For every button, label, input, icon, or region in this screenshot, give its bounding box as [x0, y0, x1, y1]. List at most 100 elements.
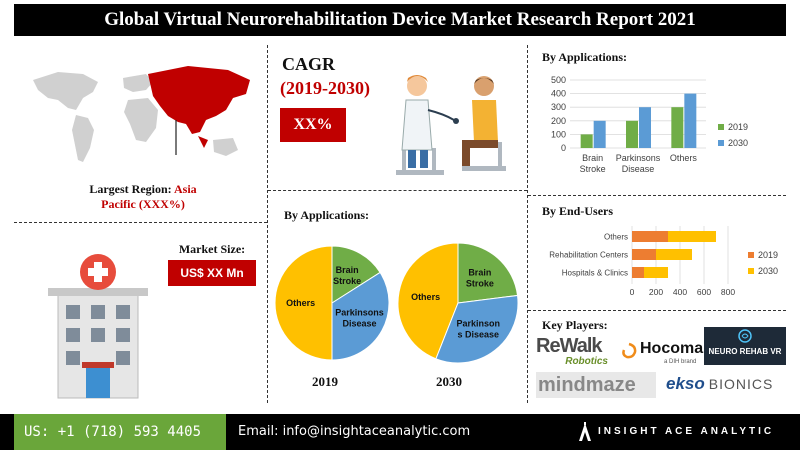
page-title: Global Virtual Neurorehabilitation Devic…	[104, 9, 696, 30]
pie-slice-label: Others	[286, 298, 315, 308]
title-bar	[14, 4, 786, 36]
largest-region-value: Asia	[174, 182, 197, 196]
pie-slice	[397, 242, 459, 360]
y-tick-label: 500	[551, 75, 566, 85]
legend-swatch	[748, 252, 754, 258]
logo-neuro-rehab-name: NEURO REHAB VR	[708, 347, 782, 356]
x-tick-label: 400	[673, 287, 687, 297]
y-tick-label: 400	[551, 89, 566, 99]
legend-swatch	[718, 140, 724, 146]
pie-slice-label: Stroke	[333, 276, 361, 286]
pie-slice	[331, 271, 390, 361]
cagr-value: XX%	[280, 108, 346, 142]
pie-year-2019: 2019	[312, 374, 338, 389]
divider-right-h1	[528, 195, 786, 196]
legend-swatch	[718, 124, 724, 130]
hocoma-swirl-icon	[622, 342, 637, 359]
logo-hocoma: Hocoma a DIH brand	[620, 336, 704, 370]
logo-ekso-name: ekso	[666, 374, 705, 393]
pies-heading: By Applications:	[284, 208, 370, 222]
footer-phone[interactable]: US: +1 (718) 593 4405	[24, 424, 202, 440]
stacked-bar	[656, 249, 692, 260]
stacked-bar	[632, 267, 644, 278]
logo-hocoma-sub: a DIH brand	[664, 359, 697, 365]
logo-neuro-rehab: NEURO REHAB VR	[704, 327, 786, 365]
divider-right-h2	[528, 310, 786, 311]
brain-icon	[738, 329, 752, 343]
endusers-heading: By End-Users	[542, 204, 614, 218]
pie-slice	[457, 242, 519, 304]
largest-region-label: Largest Region:	[89, 182, 172, 196]
logo-hocoma-name: Hocoma	[640, 340, 704, 357]
market-size-value: US$ XX Mn	[168, 260, 256, 286]
pie-slice-label: Disease	[342, 319, 376, 329]
bar	[671, 107, 684, 148]
cagr-period: (2019-2030)	[280, 78, 370, 98]
pie-slice	[274, 245, 333, 361]
bar	[639, 107, 651, 148]
x-tick-label: 800	[721, 287, 735, 297]
pie-slice-label: Parkinsons	[335, 308, 384, 318]
endusers-bar-chart: 0 200 400 600 800 Others Rehabilitation Center…	[549, 226, 778, 297]
pie-slice	[435, 294, 519, 364]
x-tick-label: Others	[670, 153, 698, 163]
pie-slice-label: Others	[411, 292, 440, 302]
market-size-label: Market Size:	[178, 242, 246, 256]
footer-brand: INSIGHT ACE ANALYTIC	[598, 426, 775, 437]
stacked-bar	[644, 267, 668, 278]
doctor-patient-icon	[396, 75, 506, 175]
largest-region: Largest Region: Asia	[28, 182, 258, 197]
pie-slice-label: s Disease	[457, 330, 499, 340]
x-tick-label: 200	[649, 287, 663, 297]
pie-slice-label: Stroke	[466, 279, 494, 289]
legend-label: 2019	[758, 250, 778, 260]
pie-slice-label: Brain	[468, 268, 491, 278]
divider-mid-h	[268, 190, 527, 191]
logo-ekso-sub: BIONICS	[708, 376, 774, 392]
bar	[580, 134, 593, 148]
legend-swatch	[748, 268, 754, 274]
x-tick-label: 0	[630, 287, 635, 297]
divider-left	[267, 45, 268, 403]
pie-slice	[331, 245, 381, 304]
divider-left-h	[14, 222, 267, 223]
y-tick-label: Others	[604, 233, 628, 242]
x-tick-label: Parkinsons	[616, 153, 661, 163]
x-tick-label: 600	[697, 287, 711, 297]
y-tick-label: 0	[561, 143, 566, 153]
x-tick-label: Disease	[622, 164, 655, 174]
y-tick-label: Rehabilitation Centers	[549, 251, 628, 260]
stacked-bar	[632, 231, 668, 242]
logo-mindmaze: mindmaze	[536, 372, 656, 398]
world-map-icon	[33, 66, 250, 162]
bar	[626, 120, 638, 148]
y-tick-label: Hospitals & Clinics	[562, 269, 628, 278]
legend-label: 2030	[758, 266, 778, 276]
logo-ekso: ekso BIONICS	[666, 374, 786, 398]
bar	[593, 120, 606, 148]
pie-year-2030: 2030	[436, 374, 462, 389]
logo-rewalk-name: ReWalk	[536, 335, 603, 357]
bar	[684, 93, 697, 148]
legend-label: 2019	[728, 122, 748, 132]
cagr-label: CAGR	[282, 54, 335, 74]
legend-label: 2030	[728, 138, 748, 148]
stacked-bar	[632, 249, 656, 260]
footer-email[interactable]: Email: info@insightaceanalytic.com	[238, 424, 471, 439]
key-players-heading: Key Players:	[542, 318, 608, 332]
bar-chart-heading: By Applications:	[542, 50, 628, 64]
logo-mindmaze-name: mindmaze	[538, 374, 636, 396]
pie-slice-label: Parkinson	[456, 319, 500, 329]
y-tick-label: 100	[551, 129, 566, 139]
stacked-bar	[668, 231, 716, 242]
pie-slice-label: Brain	[336, 265, 359, 275]
y-tick-label: 300	[551, 102, 566, 112]
largest-region-value2: Pacific (XXX%)	[101, 197, 185, 211]
footer-phone-box	[14, 414, 226, 450]
x-tick-label: Brain	[582, 153, 603, 163]
largest-region-line2: Pacific (XXX%)	[28, 197, 258, 212]
